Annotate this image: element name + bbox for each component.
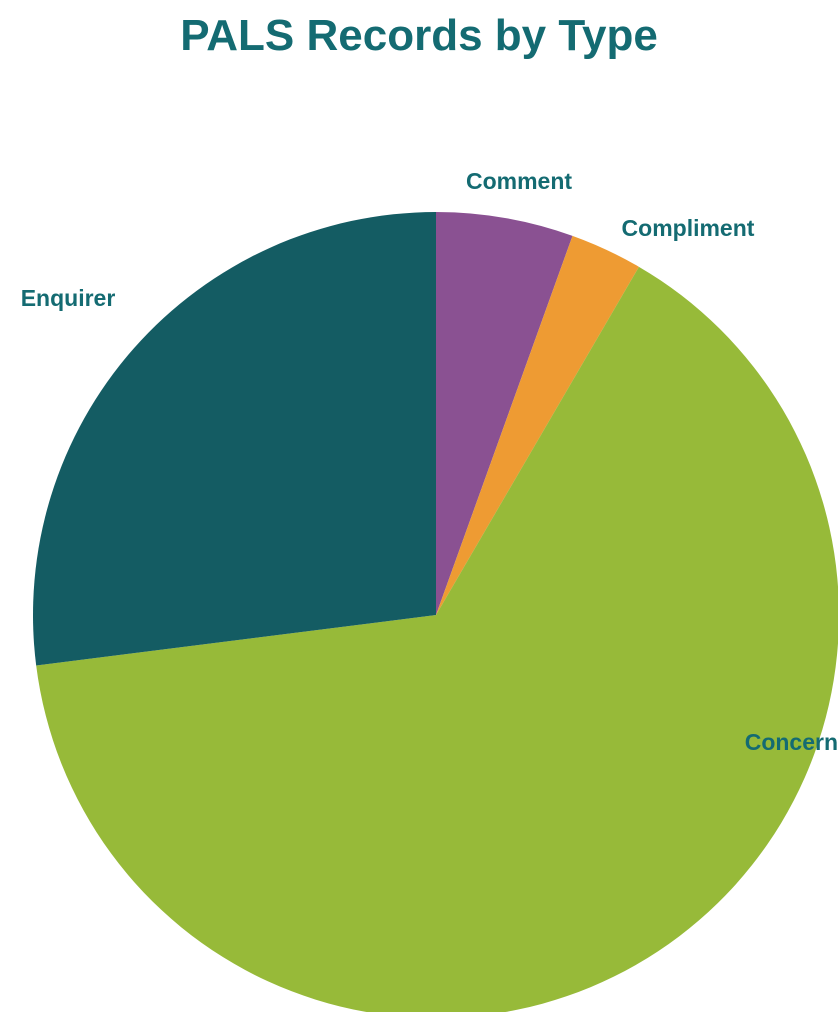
slice-label-comment: Comment [466,168,572,194]
pie-slice-concern [36,266,838,1012]
chart-title: PALS Records by Type [180,11,658,60]
slice-label-enquirer: Enquirer [21,285,116,311]
pie-slice-compliment [436,235,639,615]
slice-label-compliment: Compliment [622,215,755,241]
pie-slice-comment [436,212,573,615]
slice-label-concern: Concern [745,729,838,755]
pie-slice-enquirer [33,212,436,666]
